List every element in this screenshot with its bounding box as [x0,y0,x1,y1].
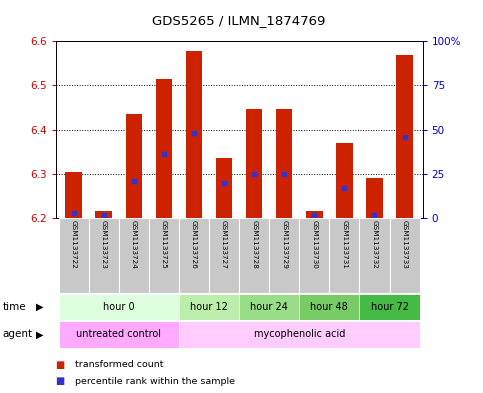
Bar [336,143,353,218]
Bar [156,79,172,218]
Bar [179,294,239,320]
Bar [179,321,420,348]
Text: GSM1133723: GSM1133723 [100,220,107,269]
Text: GSM1133730: GSM1133730 [312,220,317,269]
Text: ■: ■ [56,376,65,386]
Bar [299,218,329,293]
Bar [396,55,413,218]
Text: GSM1133728: GSM1133728 [251,220,257,269]
Text: GSM1133722: GSM1133722 [71,220,77,269]
Bar [216,158,232,218]
Text: transformed count: transformed count [75,360,163,369]
Bar [329,218,359,293]
Text: percentile rank within the sample: percentile rank within the sample [75,377,235,386]
Bar [58,294,179,320]
Text: ▶: ▶ [36,329,44,340]
Bar [276,109,293,218]
Bar [179,218,209,293]
Text: hour 48: hour 48 [311,302,348,312]
Bar [126,114,142,218]
Text: ■: ■ [56,360,65,370]
Text: hour 24: hour 24 [250,302,288,312]
Text: GSM1133732: GSM1133732 [371,220,378,269]
Bar [96,211,112,218]
Text: untreated control: untreated control [76,329,161,340]
Bar [185,51,202,218]
Bar [89,218,119,293]
Bar [389,218,420,293]
Bar [239,294,299,320]
Text: time: time [2,302,26,312]
Bar [299,294,359,320]
Bar [366,178,383,218]
Bar [119,218,149,293]
Text: GSM1133729: GSM1133729 [281,220,287,269]
Text: hour 0: hour 0 [103,302,135,312]
Text: GSM1133733: GSM1133733 [401,220,408,269]
Text: GDS5265 / ILMN_1874769: GDS5265 / ILMN_1874769 [153,14,326,27]
Bar [246,109,262,218]
Bar [65,172,82,218]
Text: GSM1133724: GSM1133724 [131,220,137,269]
Text: GSM1133731: GSM1133731 [341,220,347,269]
Bar [239,218,269,293]
Text: GSM1133725: GSM1133725 [161,220,167,269]
Bar [359,294,420,320]
Text: GSM1133726: GSM1133726 [191,220,197,269]
Bar [149,218,179,293]
Text: hour 12: hour 12 [190,302,228,312]
Text: GSM1133727: GSM1133727 [221,220,227,269]
Bar [58,218,89,293]
Text: hour 72: hour 72 [370,302,409,312]
Bar [58,321,179,348]
Bar [306,211,323,218]
Text: mycophenolic acid: mycophenolic acid [254,329,345,340]
Bar [359,218,389,293]
Bar [269,218,299,293]
Text: agent: agent [2,329,32,340]
Bar [209,218,239,293]
Text: ▶: ▶ [36,302,44,312]
